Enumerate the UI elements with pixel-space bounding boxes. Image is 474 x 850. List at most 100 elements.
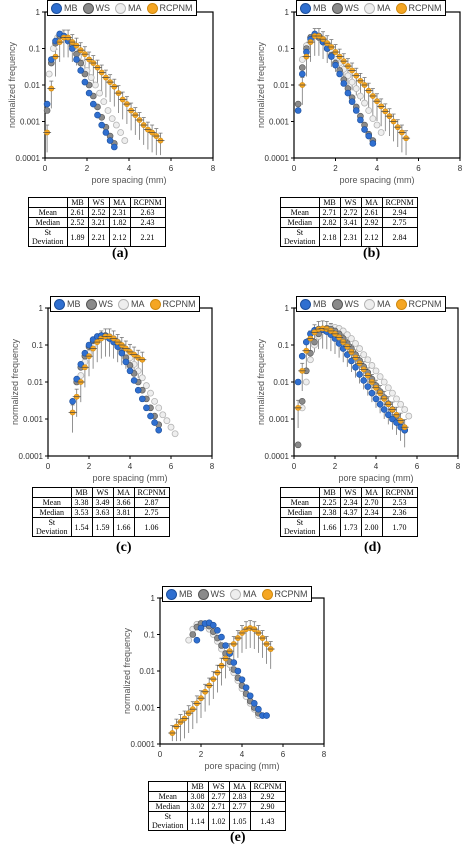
point-mb [344, 89, 352, 97]
y-tick-label: 0.0001 [265, 154, 290, 163]
table-cell: 2.77 [228, 801, 251, 812]
table-cell: 2.43 [129, 217, 166, 228]
point-mb [81, 78, 89, 86]
point-ma [364, 356, 372, 364]
table-cell: 2.61 [66, 207, 89, 218]
point-mb [357, 116, 364, 124]
table-row: Median 2.82 3.41 2.92 2.75 [280, 217, 418, 228]
chart-svg: 0.0001 0.001 0.01 0.1 1 0 2 4 6 8 pore spacing (mm… [256, 8, 463, 185]
point-ma [343, 331, 351, 339]
plot-frame [47, 307, 213, 457]
point-mb [356, 371, 363, 378]
point-mb [361, 126, 368, 133]
point-ws [294, 441, 302, 449]
table-row: Median 3.53 3.63 3.81 2.75 [32, 507, 170, 518]
point-ma [393, 395, 400, 403]
point-mb [251, 700, 258, 707]
point-mb [348, 98, 356, 105]
table-header-row: MB WS MA RCPNM [148, 781, 286, 792]
y-tick-label: 0.0001 [16, 154, 41, 163]
point-mb [69, 45, 76, 52]
legend-marker-icon [51, 2, 62, 14]
stats-table: MB WS MA RCPNM Mean 3.38 3.49 3.66 2.87 Median 3.5… [32, 487, 170, 537]
table-header-row: MB WS MA RCPNM [280, 487, 418, 498]
y-tick-label: 1 [151, 594, 156, 603]
table-header-cell: MA [228, 781, 251, 792]
point-mb [376, 400, 384, 408]
y-tick-label: 0.0001 [19, 452, 44, 461]
point-mb [111, 143, 118, 151]
chart-svg: 0.0001 0.001 0.01 0.1 1 0 2 4 6 8 pore spacing (mm… [7, 8, 216, 185]
point-ma [401, 406, 409, 413]
x-tick-label: 4 [127, 164, 132, 173]
x-tick-label: 6 [415, 462, 420, 471]
point-mb [360, 377, 367, 384]
table-cell: 2.92 [360, 217, 383, 228]
table-header-row: MB WS MA RCPNM [32, 487, 170, 498]
table-cell: 1.66 [112, 517, 135, 537]
legend-label: MB [67, 299, 81, 309]
table-cell: 1.59 [91, 517, 114, 537]
legend-item: MA [115, 2, 142, 14]
point-ma [380, 378, 388, 386]
point-ma [138, 374, 146, 382]
point-mb [255, 705, 262, 713]
point-ma [377, 129, 385, 136]
legend-marker-icon [364, 2, 375, 14]
point-ma [361, 99, 368, 107]
table-cell: 2.52 [87, 207, 110, 218]
table-cell: 1.73 [339, 517, 362, 537]
table-header-cell [148, 781, 188, 792]
legend-item: MB [300, 298, 327, 310]
legend-label: MA [128, 3, 142, 13]
legend-marker-icon [395, 2, 407, 14]
point-ma [356, 345, 363, 352]
y-tick-label: 0.001 [20, 118, 41, 127]
point-ma [307, 356, 314, 364]
table-cell: 2.21 [87, 227, 110, 247]
table-row: Median 3.02 2.71 2.77 2.90 [148, 801, 286, 812]
point-ma [96, 89, 103, 97]
point-mb [126, 367, 134, 375]
table-cell: 3.66 [112, 497, 135, 508]
x-tick-label: 6 [169, 462, 174, 471]
y-tick-label: 0.1 [144, 631, 156, 640]
table-row: Mean 2.25 2.34 2.70 2.53 [280, 497, 418, 508]
point-ws [311, 338, 318, 346]
point-ma [113, 121, 120, 129]
table-header-cell: RCPNM [129, 197, 166, 208]
x-tick-label: 2 [333, 462, 338, 471]
table-cell: 2.75 [133, 507, 170, 518]
point-ma [163, 417, 171, 425]
y-axis-label: normalized frequency [7, 41, 17, 128]
legend-label: WS [95, 3, 111, 13]
panel-caption: (d) [364, 540, 382, 555]
legend-label: MA [131, 299, 145, 309]
table-cell: 2.52 [66, 217, 89, 228]
table-cell: 3.53 [70, 507, 93, 518]
table-header-row: MB WS MA RCPNM [28, 197, 166, 208]
legend-marker-icon [115, 2, 126, 14]
point-mb [118, 349, 126, 357]
table-cell: 2.34 [360, 507, 383, 518]
table-cell: 2.36 [381, 507, 418, 518]
point-mb [352, 107, 360, 114]
legend: MB WS MA RCPNM [50, 296, 200, 312]
point-ma [45, 70, 53, 78]
table-cell: 1.02 [207, 811, 230, 831]
table-cell: 2.70 [360, 497, 383, 508]
table-cell: 3.02 [186, 801, 209, 812]
point-mb [218, 633, 225, 641]
point-ma [147, 389, 154, 397]
point-ws [294, 100, 302, 108]
point-ma [121, 137, 129, 144]
legend-item: MA [364, 298, 391, 310]
table-row: Mean 2.61 2.52 2.31 2.63 [28, 207, 166, 218]
table-header-cell: MB [66, 197, 89, 208]
point-mb [365, 132, 372, 140]
x-tick-label: 4 [240, 750, 245, 759]
y-tick-label: 0.001 [23, 415, 44, 424]
legend-marker-icon [146, 2, 158, 14]
point-ws [298, 64, 306, 71]
x-axis-label: pore spacing (mm) [339, 175, 414, 185]
